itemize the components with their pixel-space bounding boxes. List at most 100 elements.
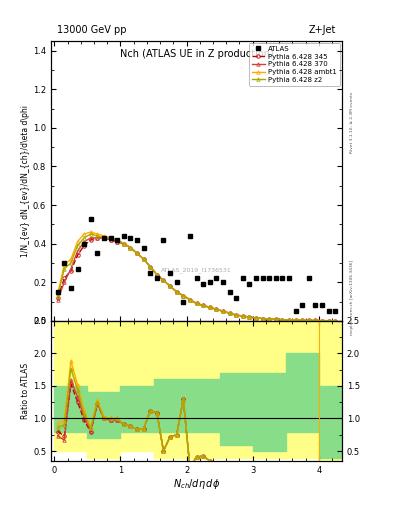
- ATLAS: [307, 275, 311, 282]
- Pythia 6.428 345: [128, 244, 133, 250]
- Pythia 6.428 370: [201, 303, 206, 309]
- Pythia 6.428 z2: [214, 306, 219, 312]
- Pythia 6.428 z2: [174, 289, 179, 295]
- Pythia 6.428 370: [82, 239, 86, 245]
- Pythia 6.428 z2: [234, 312, 239, 318]
- Pythia 6.428 345: [168, 283, 173, 289]
- ATLAS: [260, 275, 265, 282]
- Pythia 6.428 345: [267, 316, 272, 322]
- Pythia 6.428 ambt1: [326, 317, 331, 324]
- Text: Z+Jet: Z+Jet: [309, 26, 336, 35]
- Pythia 6.428 ambt1: [286, 317, 291, 323]
- ATLAS: [286, 275, 291, 282]
- Pythia 6.428 z2: [333, 317, 338, 324]
- Pythia 6.428 370: [168, 283, 173, 289]
- Pythia 6.428 ambt1: [234, 312, 239, 318]
- ATLAS: [187, 233, 192, 239]
- Pythia 6.428 z2: [82, 235, 86, 241]
- Text: ATLAS_2019_I1736531: ATLAS_2019_I1736531: [161, 268, 232, 273]
- Pythia 6.428 ambt1: [320, 317, 325, 324]
- Pythia 6.428 345: [214, 306, 219, 312]
- Pythia 6.428 345: [154, 271, 159, 278]
- ATLAS: [154, 275, 159, 282]
- Pythia 6.428 370: [181, 293, 185, 299]
- Pythia 6.428 370: [267, 316, 272, 322]
- Pythia 6.428 z2: [154, 271, 159, 278]
- Pythia 6.428 370: [174, 289, 179, 295]
- Pythia 6.428 345: [286, 317, 291, 323]
- Text: Nch (ATLAS UE in Z production): Nch (ATLAS UE in Z production): [119, 49, 274, 59]
- ATLAS: [201, 281, 206, 287]
- Pythia 6.428 345: [313, 317, 318, 324]
- Pythia 6.428 370: [333, 317, 338, 324]
- Pythia 6.428 ambt1: [82, 231, 86, 237]
- Pythia 6.428 ambt1: [88, 229, 93, 235]
- Line: Pythia 6.428 370: Pythia 6.428 370: [56, 236, 337, 323]
- Pythia 6.428 z2: [141, 256, 146, 262]
- Pythia 6.428 ambt1: [128, 244, 133, 250]
- Pythia 6.428 345: [148, 264, 152, 270]
- Pythia 6.428 ambt1: [307, 317, 311, 324]
- Pythia 6.428 345: [102, 235, 107, 241]
- Pythia 6.428 z2: [326, 317, 331, 324]
- Pythia 6.428 370: [148, 264, 152, 270]
- Pythia 6.428 345: [187, 296, 192, 303]
- Pythia 6.428 ambt1: [95, 231, 100, 237]
- ATLAS: [95, 250, 100, 257]
- Pythia 6.428 ambt1: [121, 241, 126, 247]
- Pythia 6.428 370: [227, 310, 232, 316]
- Pythia 6.428 345: [62, 275, 67, 282]
- Pythia 6.428 z2: [267, 316, 272, 322]
- Pythia 6.428 ambt1: [333, 317, 338, 324]
- Pythia 6.428 ambt1: [274, 316, 278, 323]
- ATLAS: [267, 275, 272, 282]
- Pythia 6.428 370: [234, 312, 239, 318]
- Pythia 6.428 ambt1: [141, 256, 146, 262]
- Pythia 6.428 370: [161, 277, 166, 283]
- ATLAS: [174, 279, 179, 285]
- ATLAS: [68, 285, 73, 291]
- Pythia 6.428 345: [274, 316, 278, 323]
- Pythia 6.428 ambt1: [241, 313, 245, 319]
- Pythia 6.428 ambt1: [253, 315, 258, 321]
- Pythia 6.428 345: [75, 252, 80, 258]
- ATLAS: [293, 308, 298, 314]
- Pythia 6.428 ambt1: [55, 291, 60, 297]
- Pythia 6.428 z2: [194, 301, 199, 307]
- Pythia 6.428 345: [201, 303, 206, 309]
- Pythia 6.428 345: [55, 294, 60, 301]
- Pythia 6.428 370: [75, 248, 80, 254]
- Pythia 6.428 370: [55, 296, 60, 303]
- Line: Pythia 6.428 ambt1: Pythia 6.428 ambt1: [56, 230, 337, 323]
- Pythia 6.428 ambt1: [267, 316, 272, 322]
- Pythia 6.428 ambt1: [102, 233, 107, 239]
- Pythia 6.428 z2: [181, 293, 185, 299]
- Pythia 6.428 345: [135, 250, 140, 257]
- Pythia 6.428 370: [141, 256, 146, 262]
- ATLAS: [135, 237, 140, 243]
- Pythia 6.428 ambt1: [68, 256, 73, 262]
- ATLAS: [214, 275, 219, 282]
- Pythia 6.428 z2: [260, 315, 265, 322]
- ATLAS: [148, 269, 152, 275]
- Pythia 6.428 ambt1: [214, 306, 219, 312]
- Pythia 6.428 370: [253, 315, 258, 321]
- ATLAS: [300, 303, 305, 309]
- Pythia 6.428 370: [68, 266, 73, 272]
- Pythia 6.428 ambt1: [115, 237, 119, 243]
- X-axis label: $N_{ch}/d\eta\,d\phi$: $N_{ch}/d\eta\,d\phi$: [173, 477, 220, 492]
- Line: Pythia 6.428 345: Pythia 6.428 345: [56, 236, 337, 323]
- Pythia 6.428 345: [161, 277, 166, 283]
- Pythia 6.428 z2: [102, 235, 107, 241]
- Pythia 6.428 370: [208, 304, 212, 310]
- Pythia 6.428 345: [260, 315, 265, 322]
- Pythia 6.428 345: [68, 268, 73, 274]
- ATLAS: [168, 269, 173, 275]
- Pythia 6.428 z2: [241, 313, 245, 319]
- Pythia 6.428 370: [128, 244, 133, 250]
- Pythia 6.428 z2: [280, 316, 285, 323]
- Pythia 6.428 370: [214, 306, 219, 312]
- Pythia 6.428 370: [62, 279, 67, 285]
- Pythia 6.428 345: [181, 293, 185, 299]
- Pythia 6.428 ambt1: [161, 277, 166, 283]
